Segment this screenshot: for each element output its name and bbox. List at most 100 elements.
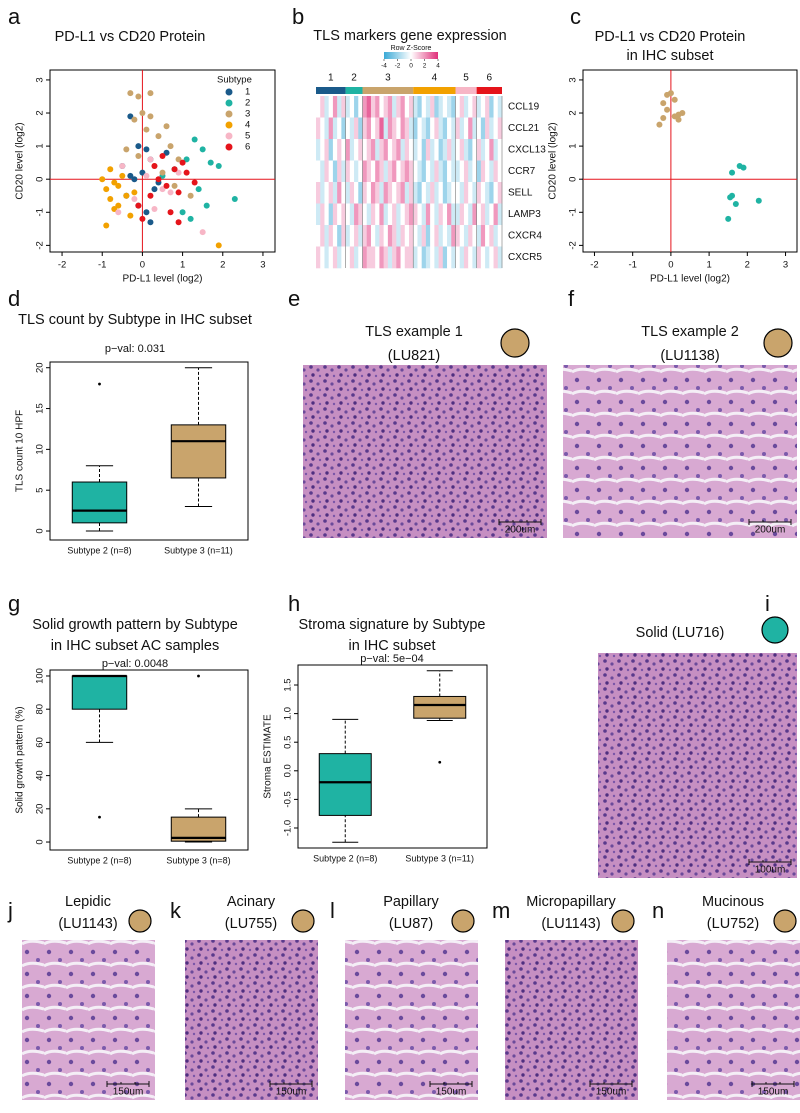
heat-cell (455, 246, 461, 269)
heat-cell (442, 246, 448, 269)
point (660, 114, 667, 121)
heat-cell (316, 139, 321, 161)
subtype-marker (451, 909, 475, 933)
heat-cell (472, 182, 477, 204)
chart-title: TLS markers gene expression (313, 28, 506, 44)
heat-cell (404, 225, 410, 247)
point (171, 182, 178, 189)
y-axis-label: CD20 level (log2) (548, 122, 559, 199)
heat-cell (370, 203, 376, 226)
heat-cell (497, 246, 503, 269)
heat-cell (358, 160, 363, 183)
chart-title: TLS count by Subtype in IHC subset (18, 312, 252, 328)
heat-cell (324, 182, 329, 204)
heat-cell (421, 96, 427, 118)
heat-cell (455, 182, 461, 204)
point (115, 182, 122, 189)
heat-cell (430, 182, 435, 204)
scale-bar-label: 150um (758, 1087, 789, 1098)
heat-cell (349, 225, 355, 247)
row-label: CCL21 (508, 123, 540, 134)
heat-cell (341, 139, 346, 161)
heat-cell (320, 139, 325, 161)
heat-cell (485, 246, 490, 269)
heat-cell (404, 246, 410, 269)
heat-cell (396, 117, 401, 140)
point (139, 215, 146, 222)
point (171, 166, 178, 173)
row-label: SELL (508, 187, 533, 198)
plot-frame (49, 361, 249, 541)
heat-cell (468, 246, 473, 269)
heat-cell (379, 203, 384, 226)
legend-label: 4 (245, 120, 250, 131)
heat-cell (349, 246, 355, 269)
heat-cell (354, 246, 359, 269)
box (318, 753, 372, 816)
heat-cell (341, 96, 346, 118)
group-label: 1 (328, 73, 334, 84)
point (107, 196, 114, 203)
heat-cell (387, 203, 393, 226)
y-tick-label: -0.5 (283, 791, 294, 807)
heat-cell (362, 117, 368, 140)
heat-cell (476, 182, 482, 204)
heat-cell (463, 96, 469, 118)
heat-cell (434, 182, 439, 204)
panel-letter: a (8, 4, 21, 29)
heat-cell (489, 246, 494, 269)
legend-title: Subtype (217, 75, 252, 86)
histology-image (598, 653, 797, 878)
heat-cell (463, 203, 469, 226)
x-tick-label: 2 (745, 260, 750, 271)
heat-cell (468, 139, 473, 161)
heat-cell (358, 203, 363, 226)
point (656, 121, 663, 128)
point (123, 146, 130, 153)
heat-cell (370, 117, 376, 140)
x-tick-label: 0 (140, 260, 145, 271)
heat-cell (404, 203, 410, 226)
point (191, 179, 198, 186)
panel-letter: j (7, 898, 13, 923)
y-tick-label: 60 (35, 737, 46, 748)
heat-cell (349, 203, 355, 226)
heat-cell (476, 225, 482, 247)
heat-cell (341, 160, 346, 183)
heat-cell (442, 139, 448, 161)
point (671, 96, 678, 103)
heat-cell (438, 160, 444, 183)
image-caption: (LU87) (389, 916, 433, 932)
colorbar-tick-label: -2 (395, 63, 401, 70)
heat-cell (425, 203, 431, 226)
y-tick-label: 40 (35, 770, 46, 781)
heat-cell (438, 96, 444, 118)
point (127, 113, 134, 120)
panel-letter: n (652, 898, 664, 923)
heat-cell (455, 203, 461, 226)
point (727, 194, 734, 201)
heat-cell (476, 117, 482, 140)
plot-frame (582, 69, 798, 253)
heat-cell (362, 139, 368, 161)
point (155, 176, 162, 183)
heat-cell (316, 182, 321, 204)
heat-cell (354, 96, 359, 118)
heat-cell (328, 182, 334, 204)
heat-cell (409, 225, 414, 247)
heat-cell (417, 225, 422, 247)
heat-cell (425, 139, 431, 161)
heat-cell (383, 225, 389, 247)
y-tick-label: 1.5 (283, 678, 294, 691)
heat-cell (358, 139, 363, 161)
point (203, 202, 210, 209)
heat-cell (463, 246, 469, 269)
group-bar (455, 87, 477, 94)
point (755, 197, 762, 204)
panel-letter: f (568, 286, 575, 311)
heat-cell (366, 96, 372, 118)
heat-cell (379, 246, 384, 269)
heat-cell (455, 96, 461, 118)
heat-cell (387, 225, 393, 247)
heat-cell (349, 182, 355, 204)
